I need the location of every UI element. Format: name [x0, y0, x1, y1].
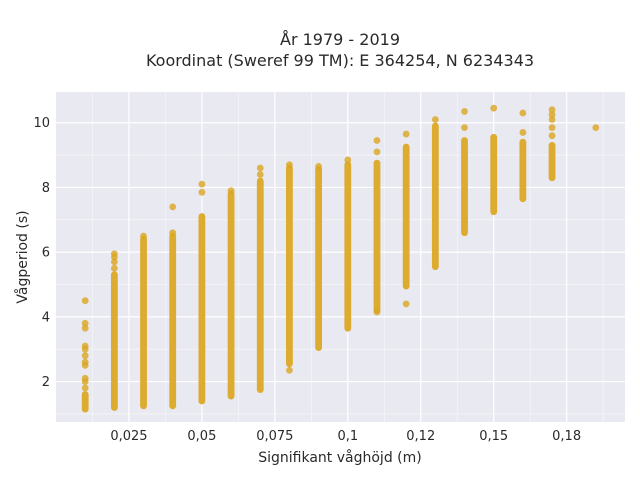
- data-point-column: [110, 271, 118, 411]
- data-point: [198, 180, 206, 188]
- data-point-column: [256, 177, 264, 394]
- data-point: [81, 358, 89, 366]
- chart-title-line-1: År 1979 - 2019: [280, 30, 400, 49]
- data-point: [461, 124, 468, 131]
- y-tick-label: 6: [42, 246, 50, 261]
- data-point-column: [227, 190, 235, 400]
- data-point: [402, 130, 410, 138]
- x-tick-label: 0,18: [552, 429, 581, 444]
- data-point: [110, 258, 118, 266]
- y-tick-label: 10: [33, 116, 50, 131]
- data-point: [110, 264, 118, 272]
- data-point: [548, 111, 556, 119]
- data-point: [592, 124, 600, 131]
- data-point: [81, 342, 89, 350]
- data-point: [169, 203, 177, 211]
- y-tick-label: 2: [42, 375, 50, 390]
- data-point-column: [373, 159, 381, 314]
- data-point-column: [140, 235, 147, 410]
- data-point: [81, 374, 89, 382]
- data-point: [140, 232, 147, 240]
- data-point: [286, 366, 293, 374]
- data-point-column: [490, 133, 498, 216]
- data-point-column: [198, 213, 206, 405]
- data-point: [315, 163, 323, 170]
- data-point: [402, 300, 410, 308]
- x-tick-label: 0,05: [187, 429, 216, 444]
- data-point: [373, 308, 381, 316]
- grid-layer: [56, 92, 625, 422]
- data-point-column: [315, 166, 323, 351]
- y-tick-label: 8: [42, 181, 50, 196]
- data-point: [373, 148, 381, 156]
- data-point: [490, 104, 498, 112]
- data-point-column: [81, 391, 89, 413]
- data-point: [110, 250, 118, 258]
- data-point: [431, 116, 439, 123]
- data-point: [519, 129, 527, 136]
- data-point: [461, 108, 468, 115]
- data-point: [198, 188, 206, 196]
- data-point: [548, 106, 556, 114]
- data-point-column: [286, 164, 293, 368]
- marks-layer: [81, 104, 600, 413]
- y-axis-label: Vågperiod (s): [14, 210, 31, 303]
- data-point: [519, 109, 527, 117]
- data-point: [81, 297, 89, 305]
- x-tick-label: 0,12: [406, 429, 435, 444]
- data-point: [373, 137, 381, 144]
- data-point: [81, 384, 89, 392]
- ticks-layer: 0,025 0,05 0,075 0,1 0,12 0,15 0,18 2 4 6 8 10: [33, 116, 581, 444]
- data-point: [81, 319, 89, 327]
- x-tick-label: 0,1: [337, 429, 358, 444]
- data-point: [548, 116, 556, 123]
- x-axis-label: Signifikant våghöjd (m): [258, 449, 421, 466]
- chart-title-line-2: Koordinat (Sweref 99 TM): E 364254, N 62…: [146, 51, 534, 70]
- x-tick-label: 0,025: [110, 429, 147, 444]
- data-point: [286, 161, 293, 169]
- data-point: [256, 164, 264, 172]
- data-point: [169, 229, 177, 237]
- data-point-column: [431, 122, 439, 271]
- data-point-column: [548, 141, 556, 182]
- x-tick-label: 0,075: [256, 429, 293, 444]
- data-point: [344, 156, 352, 164]
- data-point-column: [519, 138, 527, 203]
- y-tick-label: 4: [42, 310, 50, 325]
- data-point-column: [402, 143, 410, 290]
- data-point: [227, 187, 235, 195]
- data-point: [256, 171, 264, 178]
- data-point-column: [169, 232, 177, 410]
- data-point: [81, 352, 89, 360]
- data-point-column: [461, 137, 468, 237]
- x-tick-label: 0,15: [479, 429, 508, 444]
- data-point: [548, 132, 556, 140]
- data-point-column: [344, 161, 352, 332]
- data-point: [548, 124, 556, 131]
- data-point: [81, 324, 89, 332]
